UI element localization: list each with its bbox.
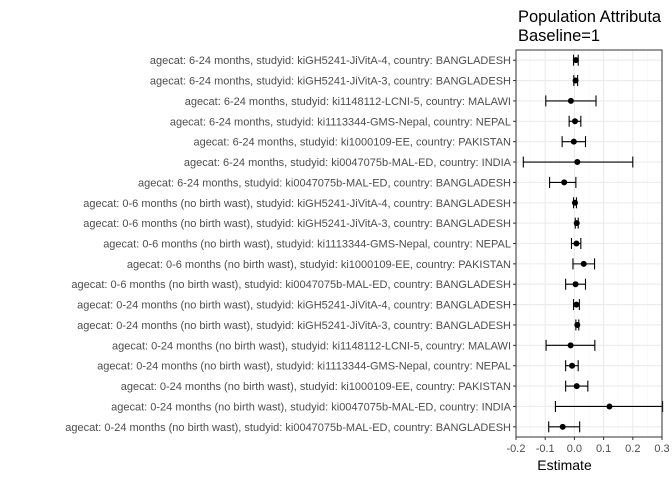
estimate-point [573,240,580,247]
y-axis-labels: agecat: 6-24 months, studyid: kiGH5241-J… [65,55,516,434]
y-tick-label: agecat: 6-24 months, studyid: ki1148112-… [185,96,511,108]
y-tick-label: agecat: 0-24 months (no birth wast), stu… [77,320,511,332]
y-tick-label: agecat: 0-24 months (no birth wast), stu… [77,300,511,312]
y-tick-label: agecat: 0-6 months (no birth wast), stud… [71,279,511,291]
x-tick-label: -0.1 [536,443,555,455]
y-tick-label: agecat: 0-6 months (no birth wast), stud… [83,218,511,230]
estimate-point [571,199,578,206]
y-tick-label: agecat: 6-24 months, studyid: ki1113344-… [170,116,511,128]
x-axis-title: Estimate [537,457,592,473]
estimate-point [580,260,587,267]
y-tick-label: agecat: 0-24 months (no birth wast), stu… [65,422,511,434]
estimate-point [559,423,566,430]
estimate-point [571,118,578,125]
y-tick-label: agecat: 0-6 months (no birth wast), stud… [127,259,511,271]
estimate-point [569,362,576,369]
y-tick-label: agecat: 6-24 months, studyid: kiGH5241-J… [150,76,511,88]
x-tick-label: 0.1 [596,443,611,455]
estimate-point [567,342,574,349]
y-tick-label: agecat: 0-6 months (no birth wast), stud… [103,239,511,251]
x-tick-label: 0.0 [567,443,582,455]
y-tick-label: agecat: 6-24 months, studyid: kiGH5241-J… [150,55,511,67]
estimate-point [606,403,613,410]
y-tick-label: agecat: 0-24 months (no birth wast), stu… [111,401,512,413]
y-tick-label: agecat: 6-24 months, studyid: ki0047075b… [184,157,512,169]
y-tick-label: agecat: 0-6 months (no birth wast), stud… [83,198,511,210]
estimate-point [574,159,581,166]
estimate-point [572,281,579,288]
estimate-points [559,57,613,430]
x-tick-label: 0.2 [625,443,640,455]
chart-subtitle: Baseline=1 [518,27,600,45]
chart-title: Population Attributa [518,8,662,26]
y-tick-label: agecat: 6-24 months, studyid: ki1000109-… [193,137,511,149]
estimate-point [570,138,577,145]
estimate-point [573,301,580,308]
x-axis-ticks: -0.2 -0.1 0.0 0.1 0.2 0.3 [507,437,670,455]
estimate-point [573,383,580,390]
y-tick-label: agecat: 6-24 months, studyid: ki0047075b… [138,177,511,189]
y-tick-label: agecat: 0-24 months (no birth wast), stu… [112,340,511,352]
x-tick-label: -0.2 [507,443,526,455]
x-tick-label: 0.3 [654,443,669,455]
estimate-point [572,57,579,64]
estimate-point [573,220,580,227]
estimate-point [561,179,568,186]
y-tick-label: agecat: 0-24 months (no birth wast), stu… [97,361,511,373]
y-tick-label: agecat: 0-24 months (no birth wast), stu… [121,381,511,393]
estimate-point [574,321,581,328]
estimate-point [572,77,579,84]
estimate-point [567,97,574,104]
